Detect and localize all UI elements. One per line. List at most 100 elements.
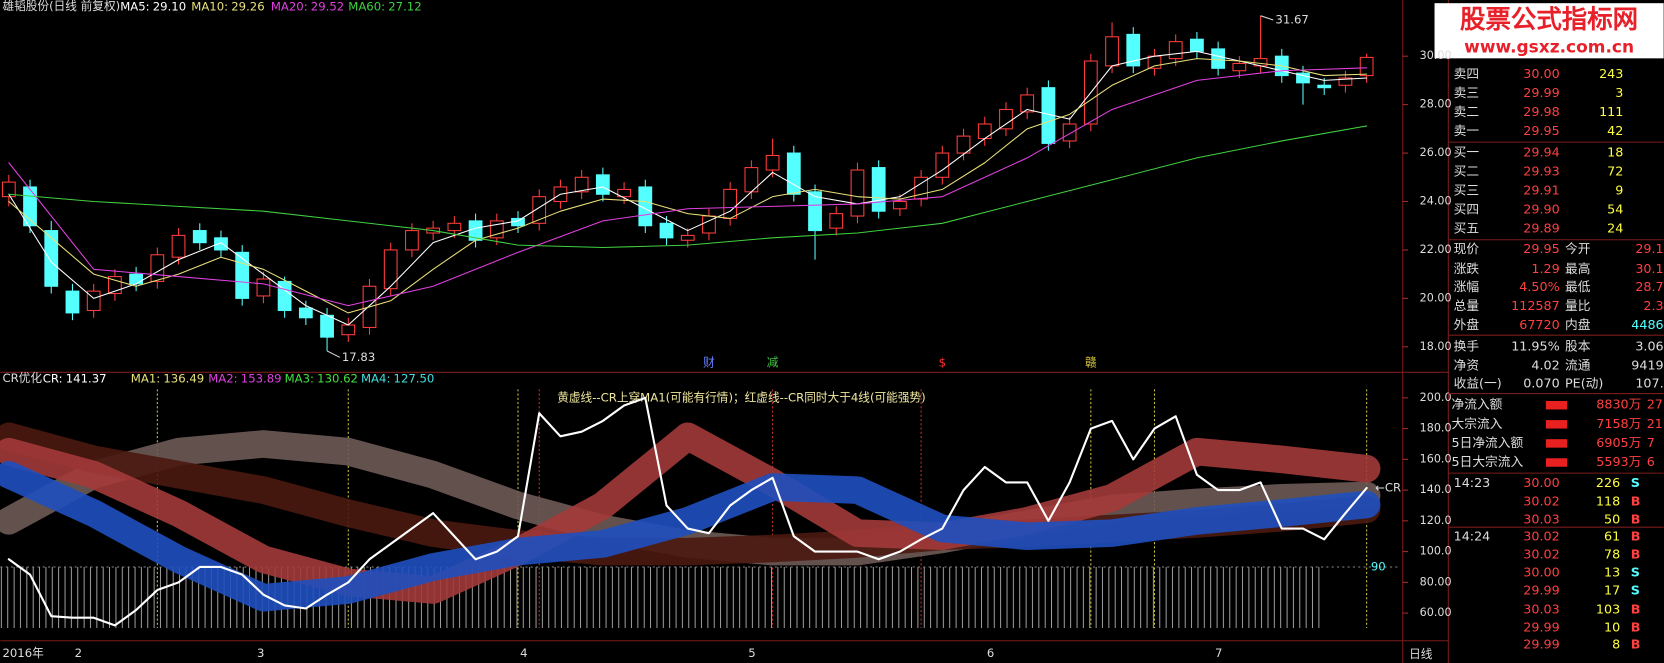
candle-body: [808, 191, 822, 232]
quote-label: 最高: [1565, 261, 1590, 276]
quote-label: 今开: [1565, 241, 1591, 256]
tick-volume: 61: [1604, 528, 1620, 543]
candle-body: [1168, 41, 1183, 60]
order-price: 29.94: [1523, 144, 1559, 159]
event-marker: 减: [767, 355, 779, 369]
line: [8, 50, 1368, 326]
tick-volume: 226: [1596, 475, 1620, 490]
quote-label: 最低: [1565, 279, 1591, 294]
order-label: 买二: [1454, 163, 1480, 178]
candle-body: [786, 152, 801, 195]
order-label: 卖三: [1454, 85, 1479, 100]
quote-value: 4.02: [1531, 357, 1559, 372]
quote-value: 28.7: [1635, 279, 1663, 294]
quote-label: 涨幅: [1454, 279, 1480, 294]
quote-label: 量比: [1565, 298, 1590, 313]
candle-body: [680, 234, 695, 241]
candle-body: [956, 135, 971, 154]
line: [7, 396, 1368, 627]
watermark-bg: [1434, 3, 1664, 59]
candle-body: [1317, 84, 1332, 89]
candle-body: [192, 230, 207, 244]
tick-volume: 8: [1612, 636, 1620, 651]
legend-value: 29.26: [231, 0, 264, 13]
order-volume: 42: [1607, 123, 1623, 138]
line: [8, 58, 1368, 314]
watermark-url: www.gsxz.com.cn: [1464, 38, 1634, 58]
x-tick-label: 2016年: [2, 646, 44, 660]
order-price: 29.89: [1523, 221, 1559, 236]
candle-body: [256, 278, 271, 297]
y-tick-label: 160.0: [1420, 452, 1452, 465]
y-tick-label: 180.0: [1420, 422, 1452, 435]
candle-body: [765, 154, 780, 171]
candle-body: [1126, 33, 1141, 67]
flow-value: 7158万: [1596, 416, 1641, 431]
flow-label: 大宗流入: [1452, 416, 1503, 431]
quote-value: 30.1: [1635, 261, 1663, 276]
tick-side: S: [1631, 582, 1640, 597]
indicator-title: CR优化: [2, 371, 42, 385]
quote-label: 外盘: [1454, 317, 1480, 332]
tick-side: B: [1631, 493, 1641, 508]
legend-entry: CR: 141.37: [43, 371, 107, 385]
candle-body: [659, 222, 674, 239]
quote-label: 涨跌: [1454, 261, 1480, 276]
candle-body: [871, 167, 886, 212]
candle-body: [383, 249, 398, 290]
tick-time: 14:24: [1454, 528, 1491, 543]
legend-entry: MA1: 136.49: [131, 371, 204, 385]
tick-price: 29.99: [1523, 636, 1559, 651]
order-price: 29.95: [1523, 123, 1559, 138]
x-tick-label: 5: [748, 646, 755, 660]
line: [8, 67, 1368, 307]
quote-value: 9419: [1631, 357, 1663, 372]
order-price: 29.93: [1523, 163, 1559, 178]
order-label: 买五: [1454, 221, 1480, 236]
tick-side: B: [1631, 528, 1641, 543]
event-marker: 赣: [1085, 355, 1097, 369]
order-volume: 3: [1615, 85, 1623, 100]
tick-price: 30.02: [1523, 528, 1559, 543]
tick-side: B: [1631, 636, 1641, 651]
y-tick-label: 18.00: [1420, 340, 1452, 353]
quote-value: 67720: [1519, 317, 1559, 332]
candle-body: [1338, 77, 1353, 86]
quote-value: 29.95: [1523, 241, 1559, 256]
tick-price: 30.02: [1523, 546, 1559, 561]
candle-body: [617, 188, 631, 198]
order-volume: 72: [1607, 163, 1623, 178]
flow-value: 6905万: [1596, 435, 1641, 450]
y-tick-label: 140.0: [1420, 483, 1452, 496]
tick-price: 30.00: [1523, 564, 1559, 579]
y-tick-label: 200.0: [1420, 391, 1452, 404]
flow-extra: 21: [1647, 416, 1663, 431]
flow-bar: [1545, 400, 1568, 410]
candle-body: [574, 176, 589, 193]
legend-value: 141.37: [66, 371, 107, 385]
candle-body: [1359, 56, 1374, 77]
quote-label: 总量: [1454, 298, 1480, 313]
quote-value: 107.: [1635, 376, 1663, 391]
order-label: 买四: [1454, 202, 1479, 217]
candle-body: [532, 196, 547, 224]
quote-label: 流通: [1565, 357, 1591, 372]
order-price: 30.00: [1523, 66, 1559, 81]
tick-price: 29.99: [1523, 582, 1559, 597]
legend-name: MA2:: [208, 371, 237, 385]
low-pointer: [326, 350, 341, 358]
candle-body: [44, 230, 59, 287]
candle-body: [892, 200, 907, 210]
line: [8, 125, 1368, 249]
quote-value: 4486: [1631, 317, 1663, 332]
high-pointer: [1260, 15, 1274, 21]
indicator-note: 黄虚线--CR上穿MA1(可能有行情)；红虚线--CR同时大于4线(可能强势): [557, 390, 925, 404]
candle-body: [850, 169, 865, 217]
candle-body: [595, 174, 610, 195]
quote-label: 净资: [1454, 357, 1480, 372]
watermark: 股票公式指标网: [1460, 5, 1638, 35]
y-tick-label: 30.00: [1420, 49, 1452, 62]
legend-entry: MA20: 29.52: [271, 0, 344, 13]
legend-entry: MA2: 153.89: [208, 371, 281, 385]
